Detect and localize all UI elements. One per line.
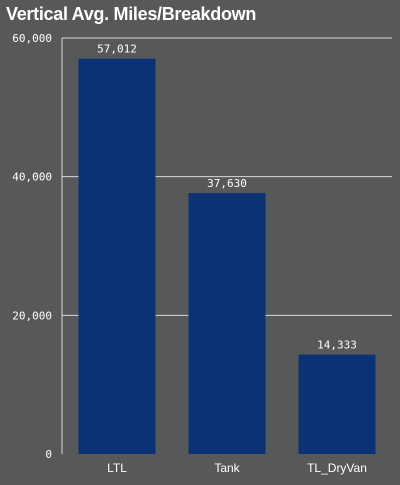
y-tick-label: 20,000 (12, 309, 52, 322)
bar-ltl[interactable] (78, 58, 156, 455)
x-category-label: Tank (214, 461, 240, 475)
bars (78, 58, 376, 455)
data-label: 37,630 (207, 177, 247, 190)
data-label: 57,012 (97, 43, 137, 56)
x-category-label: LTL (107, 461, 127, 475)
y-tick-label: 60,000 (12, 32, 52, 45)
chart-title: Vertical Avg. Miles/Breakdown (6, 4, 257, 24)
bar-tank[interactable] (188, 193, 266, 454)
y-tick-label: 40,000 (12, 171, 52, 184)
labels: 57,012 LTL 37,630 Tank 14,333 TL_DryVan (97, 43, 367, 475)
y-axis: 0 20,000 40,000 60,000 (12, 32, 63, 461)
data-label: 14,333 (317, 339, 357, 352)
x-category-label: TL_DryVan (307, 461, 367, 475)
bar-tl-dryvan[interactable] (298, 354, 376, 454)
y-tick-label: 0 (45, 448, 52, 461)
